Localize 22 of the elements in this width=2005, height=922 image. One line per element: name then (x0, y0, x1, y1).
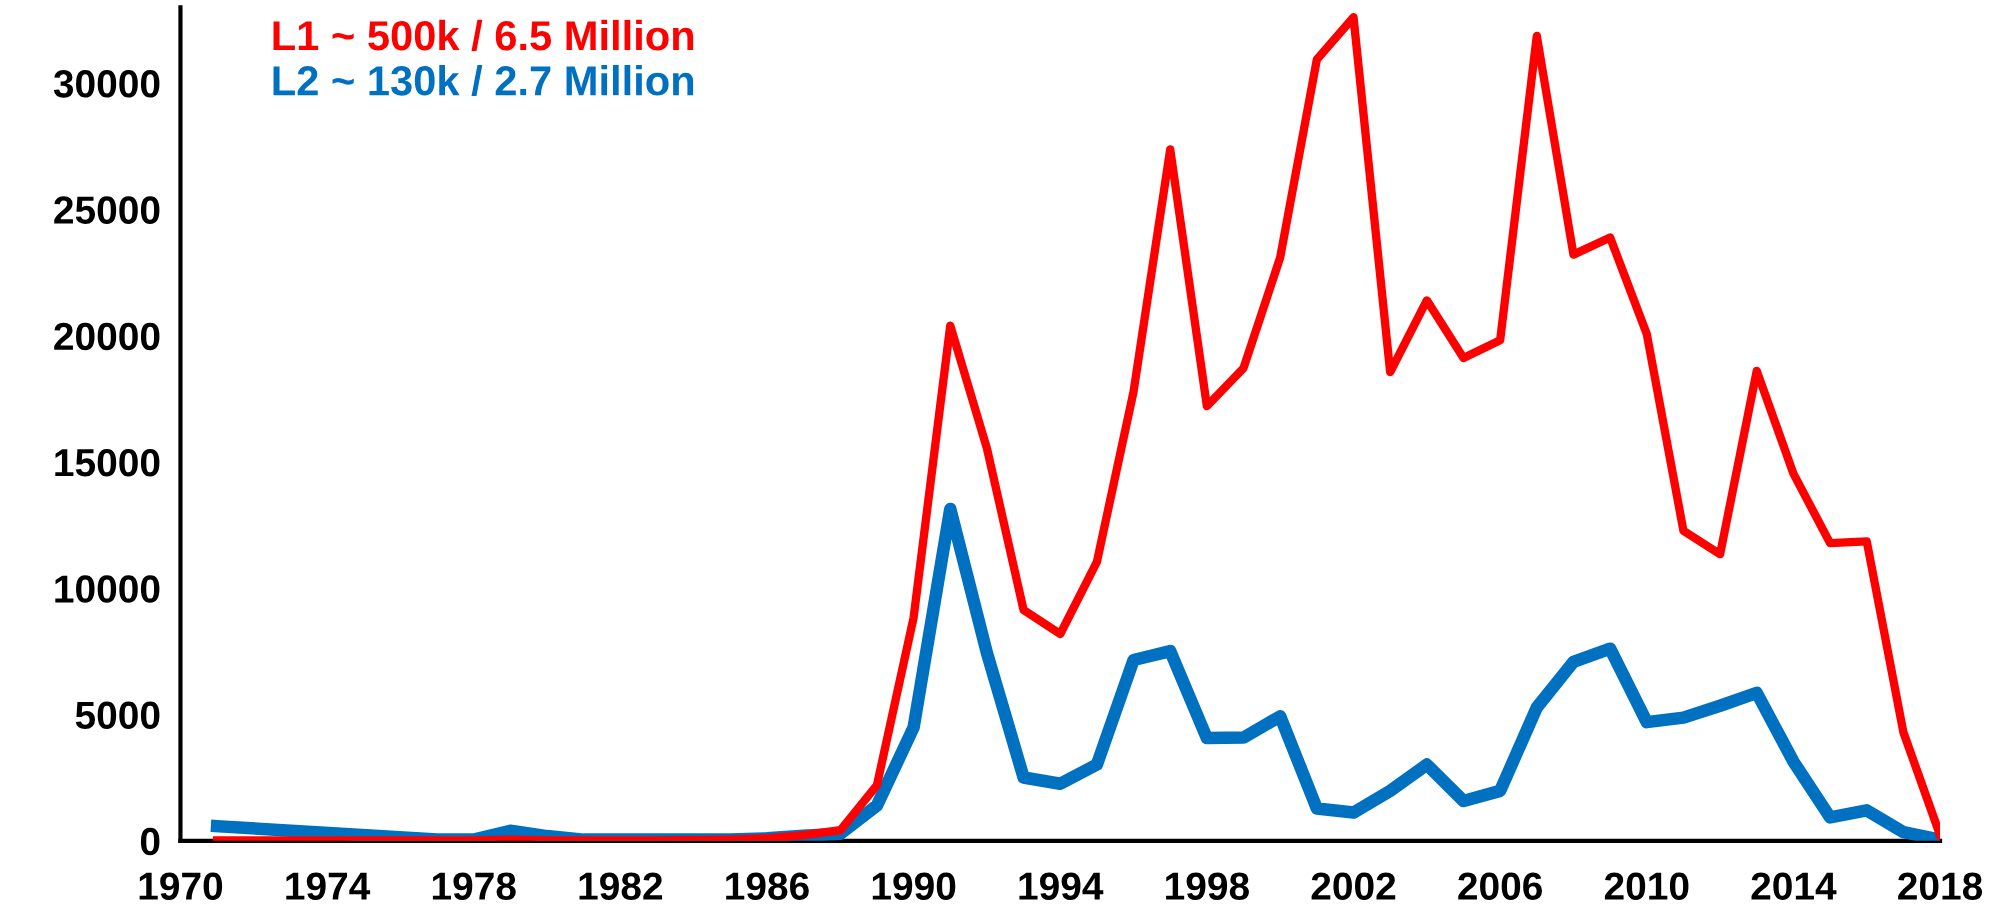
y-tick-label: 20000 (54, 322, 160, 351)
x-tick-label: 1978 (432, 872, 516, 900)
x-tick-label: 1970 (139, 872, 223, 900)
x-tick-label: 2014 (1751, 872, 1837, 900)
y-tick-label: 0 (140, 827, 160, 856)
y-tick-label: 30000 (53, 70, 160, 98)
y-tick-label: 5000 (75, 701, 160, 730)
y-tick-label: 10000 (55, 575, 160, 603)
y-tick-label: 25000 (54, 196, 160, 224)
x-tick-label: 2018 (1898, 872, 1983, 900)
text: L1 ~ 500k / 6.5 Million (273, 19, 694, 51)
x-tick-label: 1990 (872, 872, 956, 900)
x-tick-label: 2002 (1311, 872, 1396, 900)
x-tick-label: 1994 (1019, 872, 1104, 900)
x-tick-label: 1998 (1166, 872, 1249, 900)
text: L2 ~ 130k / 2.7 Million (273, 64, 694, 96)
x-tick-label: 1982 (579, 872, 663, 900)
x-tick-label: 1974 (286, 872, 371, 900)
y-tick-label: 15000 (55, 448, 160, 477)
x-tick-label: 1986 (726, 872, 809, 900)
x-tick-label: 2010 (1604, 872, 1689, 900)
x-tick-label: 2006 (1458, 872, 1542, 900)
